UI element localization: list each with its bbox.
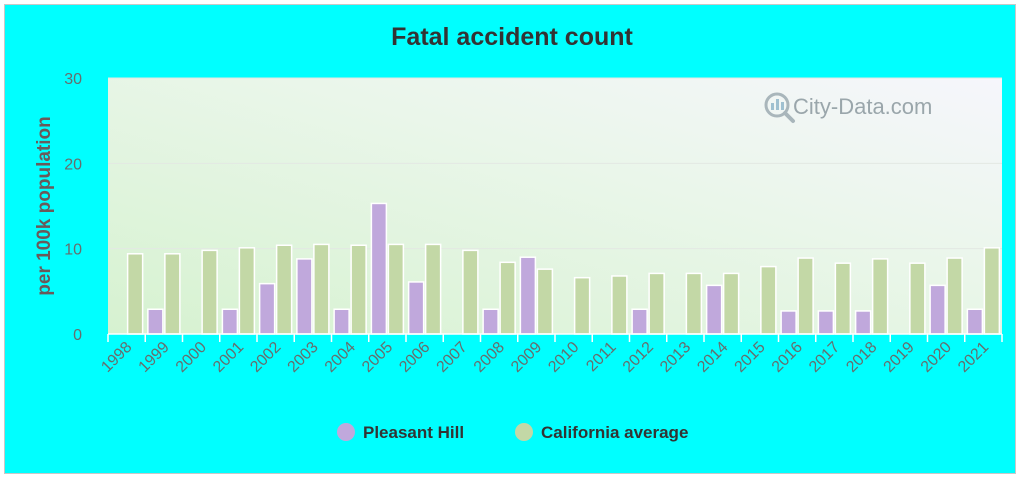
watermark-text: City-Data.com	[793, 94, 932, 119]
x-tick-label: 2017	[806, 339, 843, 376]
bar-pleasant-hill	[631, 308, 648, 335]
x-tick-label: 2018	[843, 339, 880, 376]
bar-california-average	[164, 253, 181, 335]
x-tick-label: 2012	[620, 339, 657, 376]
bar-pleasant-hill	[296, 258, 313, 335]
y-tick-label: 10	[64, 242, 82, 259]
chart-frame: Fatal accident count City-Data.com 0 10 20…	[4, 4, 1016, 474]
y-axis-ticks: 0 10 20 30	[64, 71, 82, 344]
x-tick-label: 2019	[881, 339, 918, 376]
bar-california-average	[238, 247, 256, 335]
legend-swatch-pleasant-hill	[337, 423, 355, 441]
legend-label: Pleasant Hill	[363, 423, 464, 442]
bar-california-average	[499, 261, 516, 335]
chart-title: Fatal accident count	[391, 23, 633, 51]
bar-pleasant-hill	[854, 310, 872, 335]
bar-california-average	[201, 249, 218, 335]
x-tick-label: 2013	[657, 339, 694, 376]
x-tick-label: 2015	[732, 339, 769, 376]
bar-california-average	[424, 243, 442, 335]
x-tick-label: 2004	[322, 339, 359, 376]
bar-california-average	[536, 268, 554, 335]
bar-pleasant-hill	[258, 282, 276, 335]
x-tick-label: 2002	[247, 339, 284, 376]
x-tick-label: 2021	[955, 339, 992, 376]
chart-svg: Fatal accident count City-Data.com 0 10 20…	[34, 23, 1003, 442]
x-tick-label: 2016	[769, 339, 806, 376]
x-tick-label: 1999	[136, 339, 173, 376]
y-tick-label: 20	[64, 156, 82, 173]
bar-california-average	[946, 257, 963, 335]
bar-pleasant-hill	[817, 310, 835, 335]
x-tick-label: 2014	[694, 339, 731, 376]
y-tick-label: 30	[64, 71, 82, 88]
bar-pleasant-hill	[705, 284, 723, 335]
bar-california-average	[722, 272, 740, 335]
bar-pleasant-hill	[482, 308, 499, 335]
bar-california-average	[648, 272, 665, 335]
bar-pleasant-hill	[147, 308, 164, 335]
x-tick-label: 2000	[173, 339, 210, 376]
legend-swatch-california-average	[515, 423, 533, 441]
bar-california-average	[983, 247, 1001, 335]
x-tick-label: 2008	[471, 339, 508, 376]
bar-california-average	[797, 257, 814, 335]
x-tick-label: 2009	[508, 339, 545, 376]
x-tick-label: 2020	[918, 339, 955, 376]
grid-lines	[108, 77, 1002, 250]
legend: Pleasant Hill California average	[337, 423, 688, 442]
x-tick-label: 2007	[434, 339, 471, 376]
y-axis-label: per 100k population	[34, 116, 55, 295]
bar-california-average	[387, 243, 405, 335]
x-tick-label: 2003	[285, 339, 322, 376]
bar-pleasant-hill	[519, 256, 537, 335]
bar-pleasant-hill	[929, 284, 946, 335]
legend-label: California average	[541, 423, 688, 442]
bar-california-average	[313, 243, 330, 335]
bar-california-average	[834, 262, 852, 335]
bar-pleasant-hill	[407, 281, 425, 335]
x-tick-label: 2011	[583, 339, 619, 375]
bar-california-average	[871, 258, 889, 335]
x-tick-label: 1998	[98, 339, 135, 376]
bar-california-average	[275, 244, 293, 335]
bar-pleasant-hill	[780, 310, 797, 335]
bar-california-average	[760, 265, 777, 335]
bar-pleasant-hill	[333, 308, 350, 335]
bar-california-average	[350, 244, 367, 335]
plot-area	[108, 78, 1002, 334]
bar-california-average	[462, 249, 479, 335]
bar-california-average	[685, 272, 703, 335]
bar-pleasant-hill	[370, 202, 388, 335]
y-tick-label: 0	[73, 327, 82, 344]
x-tick-label: 2010	[545, 339, 582, 376]
bar-pleasant-hill	[221, 308, 239, 335]
x-tick-label: 2005	[359, 339, 396, 376]
x-tick-label: 2001	[210, 339, 247, 376]
bar-california-average	[909, 262, 926, 335]
bar-california-average	[611, 275, 628, 335]
x-axis-ticks: 1998 1999 2000 2001 2002 2003 2004 2005 2006 2007…	[98, 333, 1003, 376]
x-tick-label: 2006	[396, 339, 433, 376]
bar-california-average	[126, 253, 144, 335]
bar-pleasant-hill	[966, 308, 984, 335]
watermark: City-Data.com	[764, 92, 932, 123]
magnifier-chart-icon	[764, 92, 795, 123]
bar-california-average	[573, 276, 591, 335]
